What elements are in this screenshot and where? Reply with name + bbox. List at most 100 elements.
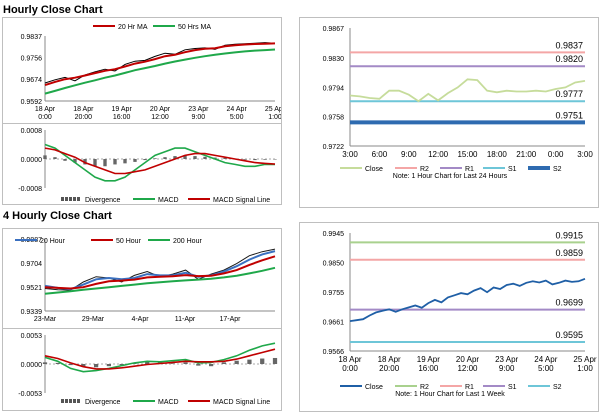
f_macd-divergence-bar	[183, 362, 188, 364]
h_levels-xtick-label: 9:00	[401, 150, 417, 159]
h-price-xtick-label: 20 Apr	[150, 106, 171, 113]
h_macd-divergence-bar	[253, 159, 257, 161]
f_macd-divergence-bar	[247, 359, 252, 364]
f_levels-legend-label: R1	[465, 384, 474, 391]
f_macd-series-macd	[44, 342, 276, 373]
h_levels-level-label: 0.9777	[555, 89, 583, 99]
f_macd-ytick-label: 0.0000	[21, 362, 43, 369]
h-price-xtick-label: 9:00	[192, 114, 206, 121]
h_macd-ytick-label: 0.0000	[21, 157, 43, 164]
h_levels-legend-label: S2	[553, 166, 562, 173]
f_macd-divergence-bar	[106, 364, 112, 367]
f-price-legend-label: 50 Hour	[116, 238, 142, 245]
f_macd-legend-label: MACD	[158, 399, 179, 406]
h_macd-divergence-bar	[183, 155, 187, 159]
hourly-levels-chart: 0.9867 0.9830 0.9794 0.9758 0.9722 0.9837 0.98…	[323, 26, 594, 180]
h_levels-legend-label: R2	[420, 166, 429, 173]
h_macd-divergence-bar	[173, 156, 177, 159]
f_levels-xtick-label: 12:00	[457, 364, 478, 373]
h_macd-divergence-bar	[43, 155, 47, 159]
h_macd-divergence-bar	[93, 159, 97, 167]
f_macd-legend-swatch	[77, 399, 80, 403]
f_macd-divergence-bar	[42, 362, 48, 364]
h_macd-divergence-bar	[103, 159, 107, 167]
f_levels-legend-label: R2	[420, 384, 429, 391]
f_levels-xtick-label: 25 Apr	[573, 355, 596, 364]
h-price-xtick-label: 19 Apr	[112, 106, 133, 113]
h_levels-legend-label: Close	[365, 166, 383, 173]
h-price-series-20-hr-ma	[44, 42, 276, 87]
h_levels-xtick-label: 18:00	[487, 150, 508, 159]
h_levels-level-label: 0.9820	[555, 54, 583, 64]
h_macd-divergence-bar	[193, 156, 197, 159]
h_macd-divergence-bar	[223, 157, 227, 159]
h-price-xtick-label: 5:00	[230, 114, 244, 121]
h_macd-legend-swatch	[69, 197, 72, 201]
h-price-xtick-label: 24 Apr	[227, 106, 248, 113]
f-price-legend-label: 200 Hour	[173, 238, 202, 245]
h-price-xtick-label: 18 Apr	[35, 106, 56, 113]
hourly-macd-chart: 0.0008 0.0000 -0.0008 Divergence MACD MACD Si…	[18, 128, 277, 204]
h_macd-divergence-bar	[163, 157, 167, 159]
h_levels-ytick-label: 0.9794	[323, 85, 345, 92]
f_levels-xtick-label: 24 Apr	[534, 355, 557, 364]
f-price-series-200-hour	[44, 266, 276, 295]
f_macd-legend-swatch	[65, 399, 68, 403]
f_levels-level-label: 0.9595	[555, 330, 583, 340]
hourly-levels-panel: 0.9867 0.9830 0.9794 0.9758 0.9722 0.9837 0.98…	[299, 17, 599, 208]
f-price-xtick-label: 11-Apr	[175, 316, 196, 323]
f_levels-ytick-label: 0.9945	[323, 231, 345, 238]
f-price-xtick-label: 23-Mar	[34, 316, 57, 323]
h-price-xtick-label: 18 Apr	[73, 106, 94, 113]
f_levels-xtick-label: 23 Apr	[495, 355, 518, 364]
f_levels-level-label: 0.9699	[555, 298, 583, 308]
four-hourly-macd-panel: 0.0053 0.0000 -0.0053 Divergence MACD MACD Si…	[2, 328, 282, 411]
f_levels-xtick-label: 16:00	[418, 364, 439, 373]
f_macd-legend-swatch	[69, 399, 72, 403]
f_levels-xtick-label: 20:00	[379, 364, 400, 373]
h-price-series-50-hrs-ma	[44, 48, 276, 95]
f_macd-legend-label: Divergence	[85, 399, 121, 406]
h_macd-divergence-bar	[203, 156, 207, 159]
hourly-price-panel: 0.9837 0.9756 0.9674 0.9592 20 Hr MA 50 Hrs M…	[2, 17, 286, 124]
f_levels-xtick-label: 18 Apr	[338, 355, 361, 364]
f_macd-divergence-bar	[170, 363, 175, 364]
f_macd-series-macd-signal-line	[44, 348, 276, 370]
hourly-price-chart: 0.9837 0.9756 0.9674 0.9592 20 Hr MA 50 Hrs M…	[21, 24, 286, 121]
f_levels-ytick-label: 0.9661	[323, 319, 345, 326]
h-price-xtick-label: 12:00	[151, 114, 169, 121]
f_levels-series-close	[349, 277, 586, 322]
f_levels-xtick-label: 20 Apr	[456, 355, 479, 364]
h_levels-note: Note: 1 Hour Chart for Last 24 Hours	[393, 173, 508, 180]
f-price-ytick-label: 0.9521	[21, 285, 43, 292]
h_levels-xtick-label: 15:00	[457, 150, 478, 159]
f_levels-ytick-label: 0.9850	[323, 261, 345, 268]
hourly-macd-panel: 0.0008 0.0000 -0.0008 Divergence MACD MACD Si…	[2, 123, 282, 205]
h-price-ytick-label: 0.9837	[21, 34, 43, 41]
h_levels-legend-label: S1	[508, 166, 517, 173]
f_macd-divergence-bar	[68, 364, 73, 366]
h-price-xtick-label: 25 Apr	[265, 106, 281, 113]
h-price-xtick-label: 23 Apr	[188, 106, 209, 113]
h_levels-legend-label: R1	[465, 166, 474, 173]
f-price-series-50-hour	[44, 255, 276, 290]
h_macd-legend-label: MACD	[158, 197, 179, 204]
h_macd-series-macd	[44, 143, 275, 182]
h-price-xtick-label: 0:00	[38, 114, 52, 121]
f_macd-divergence-bar	[119, 364, 124, 366]
h_levels-xtick-label: 12:00	[428, 150, 449, 159]
f_levels-legend-label: S1	[508, 384, 517, 391]
h_macd-legend-swatch	[73, 197, 76, 201]
h_levels-ytick-label: 0.9867	[323, 26, 345, 33]
four-hourly-levels-panel: 0.9945 0.9850 0.9755 0.9661 0.9566 0.9915 0.98…	[299, 222, 599, 412]
f_levels-ytick-label: 0.9566	[323, 349, 345, 356]
h_macd-legend-swatch	[77, 197, 80, 201]
h-price-legend-label: 20 Hr MA	[118, 24, 148, 31]
h_macd-legend-swatch	[65, 197, 68, 201]
h-price-ytick-label: 0.9674	[21, 77, 43, 84]
f-price-ytick-label: 0.9704	[21, 261, 43, 268]
h_macd-divergence-bar	[153, 158, 157, 159]
f_macd-divergence-bar	[55, 362, 60, 364]
h_macd-series-macd-signal-line	[44, 147, 276, 175]
h-price-ytick-label: 0.9592	[21, 99, 43, 106]
